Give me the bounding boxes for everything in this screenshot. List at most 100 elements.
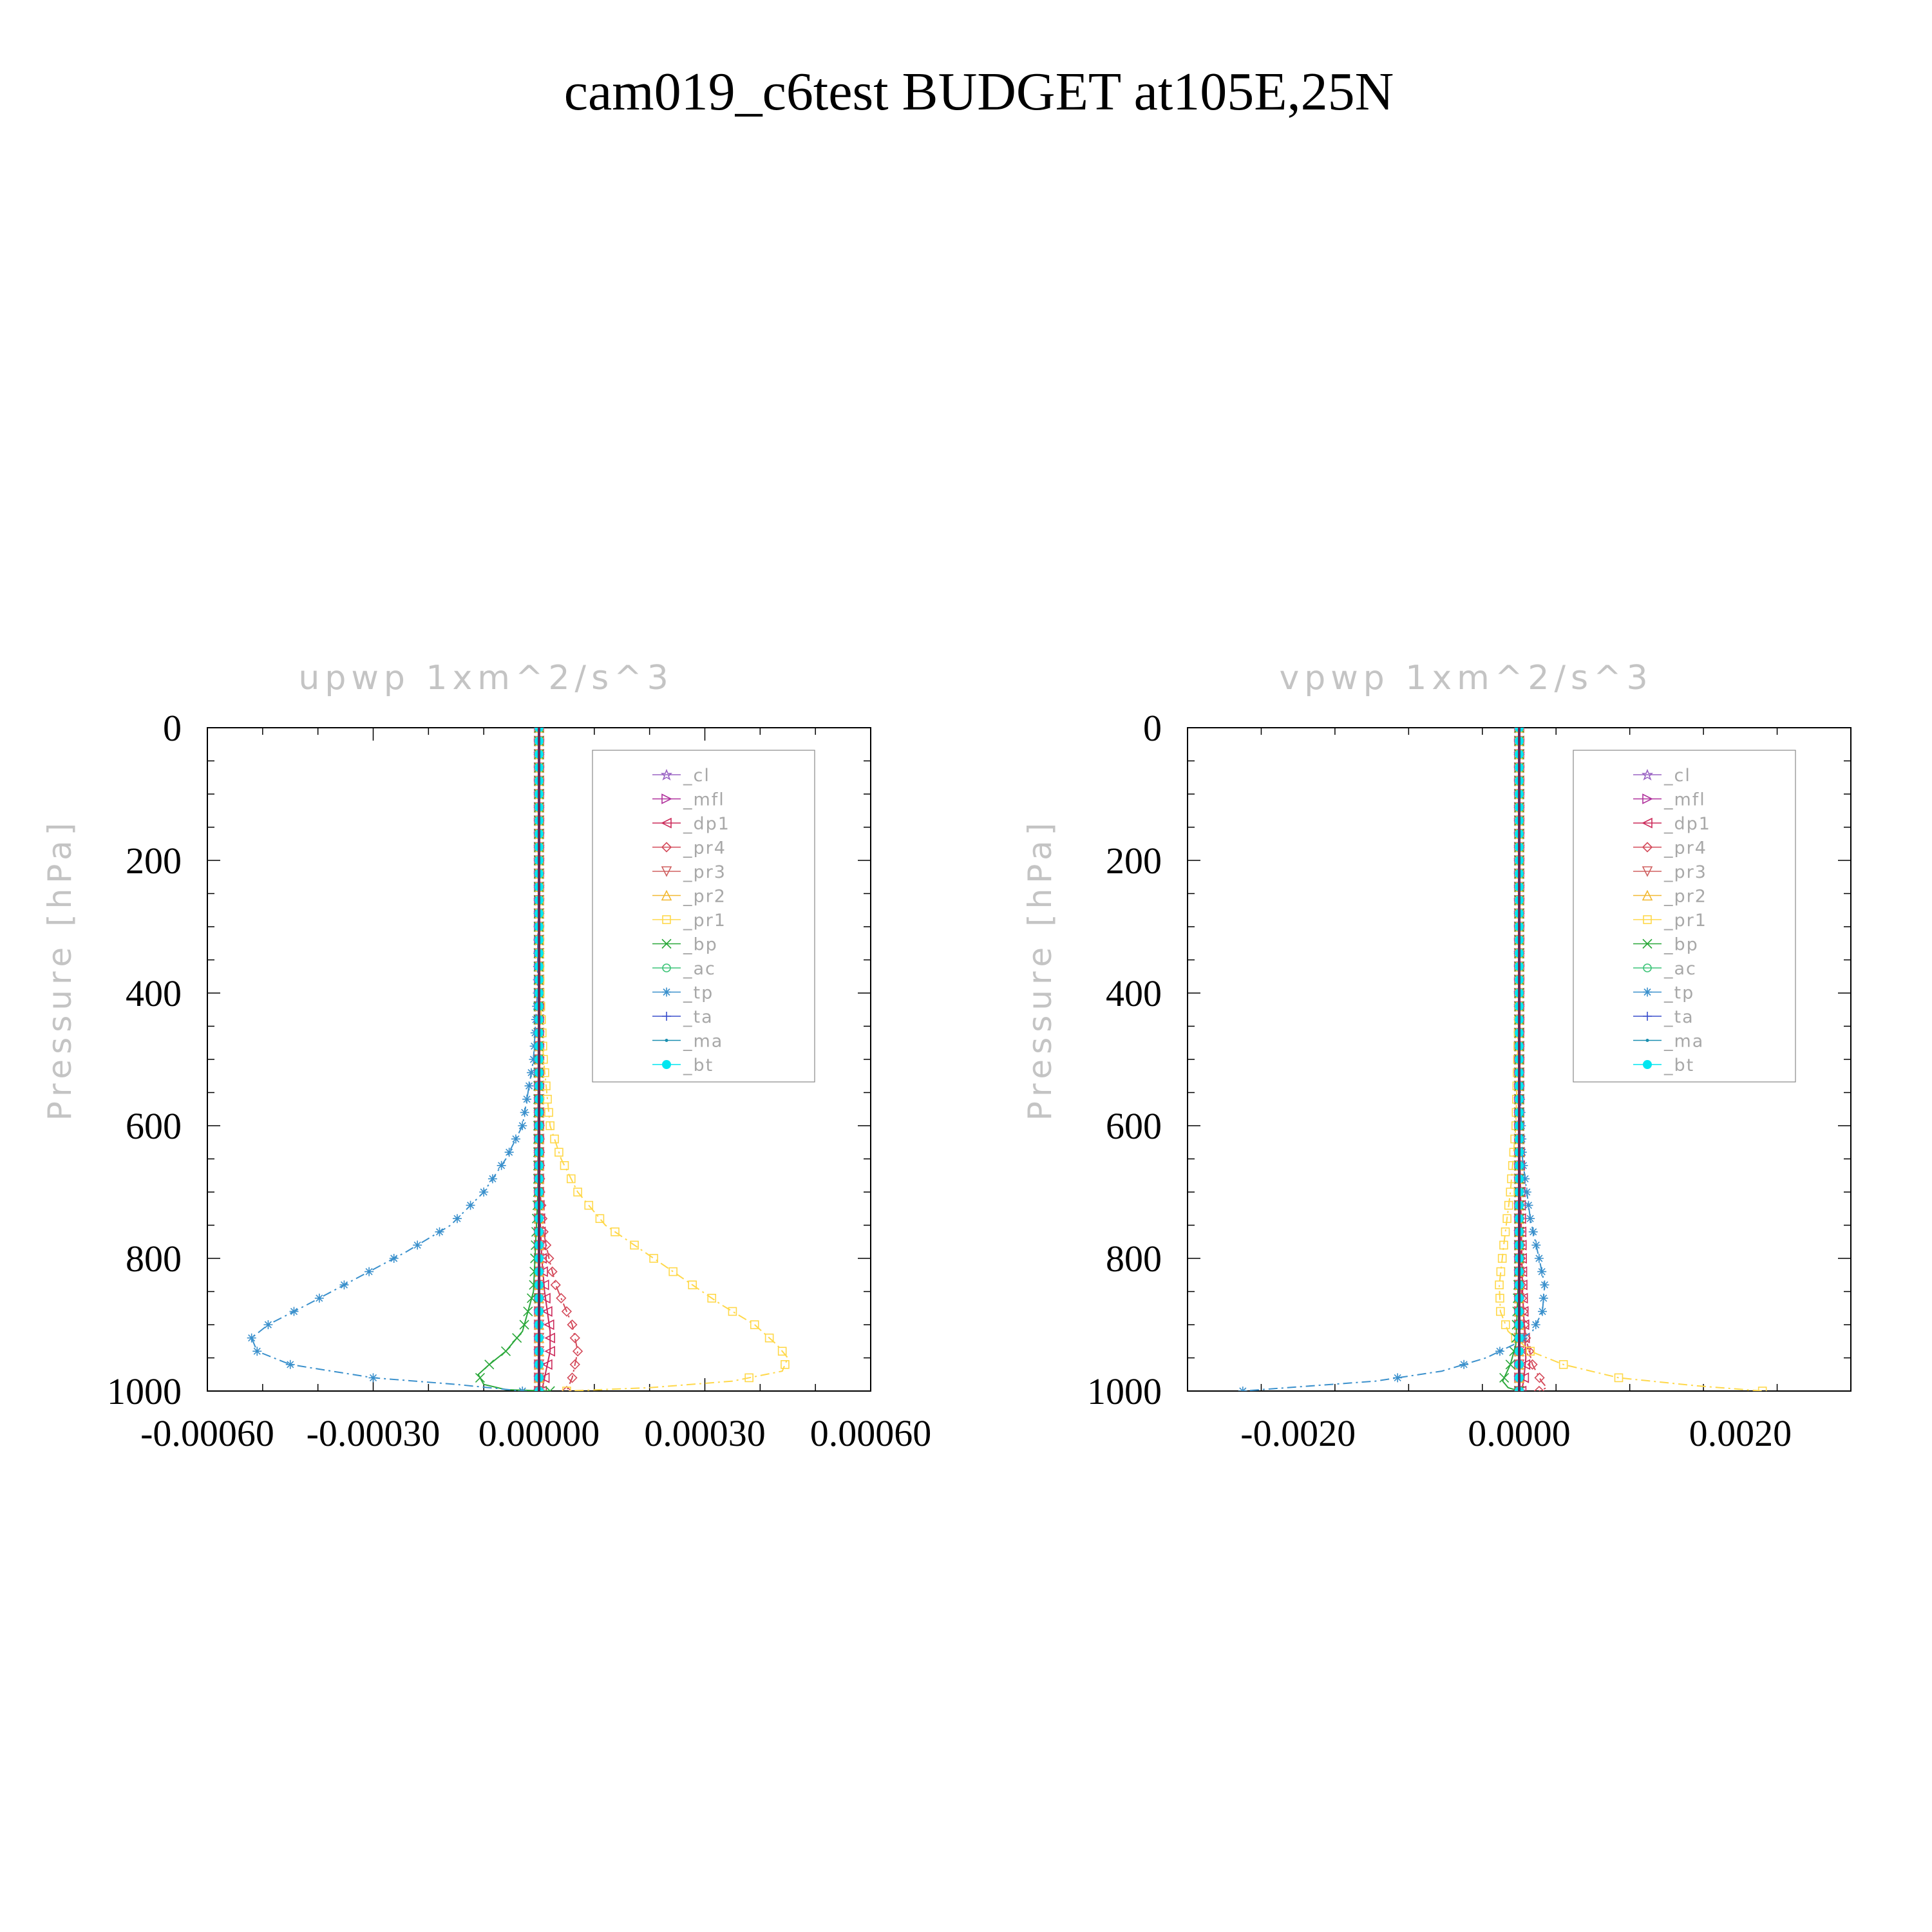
legend-marker-tp: [1643, 987, 1652, 997]
data-point-bp: [1505, 1359, 1515, 1370]
data-point-dp1: [542, 1359, 553, 1370]
data-point-pr1: [764, 1333, 774, 1343]
panel-title: upwp 1xm^2/s^3: [298, 659, 673, 697]
data-point-pr1: [750, 1320, 759, 1329]
data-point-tp: [435, 1227, 444, 1236]
data-point-dp1: [540, 1293, 551, 1304]
legend-marker-ta: [1643, 1012, 1652, 1021]
legend-label: _ma: [683, 1032, 723, 1052]
data-point-tp: [504, 1148, 514, 1157]
legend-label: _pr1: [1663, 911, 1707, 931]
legend-label: _bt: [1663, 1056, 1694, 1075]
legend-marker-mfl: [1642, 793, 1653, 804]
legend-marker-pr3: [1642, 866, 1653, 877]
data-point-pr1: [1495, 1294, 1504, 1303]
legend-marker-ma: [665, 1039, 668, 1042]
data-point-pr4: [567, 1319, 578, 1331]
legend-label: _bp: [683, 935, 718, 955]
data-point-dp1: [1519, 1359, 1531, 1370]
legend-label: _cl: [1663, 766, 1691, 786]
data-point-bp: [545, 1386, 555, 1391]
data-point-dp1: [538, 1372, 550, 1383]
data-point-bp: [523, 1306, 533, 1316]
data-point-dp1: [538, 1279, 549, 1291]
data-point-tp: [522, 1094, 532, 1104]
y-tick-label: 600: [126, 1105, 182, 1147]
legend-label: _pr4: [1663, 838, 1707, 858]
x-tick-label: -0.00060: [140, 1412, 274, 1454]
data-point-tp: [1534, 1254, 1544, 1263]
legend-marker-ac: [1643, 963, 1652, 972]
y-tick-label: 200: [1106, 840, 1162, 882]
legend-marker-bp: [661, 938, 672, 949]
data-point-pr1: [584, 1200, 594, 1210]
legend-label: _pr3: [1663, 862, 1707, 882]
legend-marker-ma: [1645, 1039, 1649, 1042]
data-point-pr4: [567, 1372, 578, 1383]
y-tick-label: 0: [163, 707, 182, 749]
data-point-tp: [520, 1108, 529, 1117]
legend-marker-ac: [662, 963, 671, 972]
legend-label: _pr2: [683, 887, 726, 907]
data-point-pr1: [744, 1373, 753, 1383]
data-point-tp: [368, 1373, 378, 1383]
legend-marker-pr3: [661, 866, 672, 877]
data-point-tp: [452, 1214, 462, 1224]
legend-marker-pr4: [1642, 842, 1653, 853]
data-point-pr1: [728, 1307, 737, 1316]
data-point-tp: [479, 1188, 489, 1197]
data-point-pr1: [630, 1240, 639, 1250]
y-tick-label: 400: [1106, 972, 1162, 1014]
legend-label: _bt: [683, 1056, 714, 1075]
y-tick-label: 600: [1106, 1105, 1162, 1147]
data-point-dp1: [1518, 1372, 1530, 1383]
data-point-pr4: [1534, 1372, 1545, 1383]
y-tick-label: 1000: [107, 1370, 182, 1412]
data-point-tp: [466, 1200, 475, 1210]
figure-title: cam019_c6test BUDGET at105E,25N: [564, 62, 1394, 122]
data-point-pr1: [707, 1294, 717, 1303]
data-point-tp: [1522, 1188, 1531, 1197]
legend-label: _ac: [1663, 959, 1697, 979]
data-point-tp: [339, 1280, 349, 1290]
legend-marker-tp: [662, 987, 671, 997]
y-axis-label: Pressure [hPa]: [41, 818, 79, 1121]
data-point-pr1: [1495, 1280, 1504, 1289]
data-point-tp: [1538, 1307, 1548, 1316]
legend-label: _ma: [1663, 1032, 1704, 1052]
legend-marker-ta: [662, 1012, 671, 1021]
data-point-tp: [1520, 1174, 1530, 1184]
data-point-tp: [526, 1068, 536, 1077]
legend-label: _pr3: [683, 862, 726, 882]
data-point-pr1: [566, 1174, 576, 1184]
legend-label: _mfl: [1663, 790, 1706, 810]
data-point-pr4: [572, 1346, 583, 1357]
chart-panel-1: upwp 1xm^2/s^3 Pressure [hPa] 0 200 400 600 80…: [41, 659, 931, 1454]
data-point-bp: [475, 1372, 486, 1383]
data-point-pr4: [561, 1306, 573, 1317]
data-point-pr1: [545, 1121, 554, 1130]
data-point-pr1: [1499, 1240, 1508, 1250]
data-point-tp: [1526, 1214, 1535, 1224]
y-tick-label: 200: [126, 840, 182, 882]
data-point-tp: [252, 1347, 262, 1356]
data-point-tp: [497, 1160, 506, 1170]
data-point-tp: [529, 1055, 538, 1064]
data-point-tp: [1528, 1227, 1538, 1236]
data-point-pr1: [560, 1161, 569, 1170]
series-line-bp: [477, 728, 551, 1391]
y-tick-label: 400: [126, 972, 182, 1014]
series-line-pr1: [1499, 992, 1763, 1391]
legend-marker-mfl: [661, 793, 672, 804]
data-point-tp: [1540, 1280, 1549, 1290]
data-point-pr1: [544, 1108, 553, 1117]
legend-label: _tp: [1663, 983, 1694, 1003]
legend-label: _mfl: [683, 790, 725, 810]
legend-marker-cl: [1642, 768, 1653, 781]
x-tick-label: 0.00000: [478, 1412, 600, 1454]
data-point-tp: [1531, 1240, 1541, 1250]
data-point-pr1: [1502, 1214, 1511, 1223]
data-point-pr4: [1527, 1359, 1538, 1370]
data-point-tp: [529, 1041, 539, 1051]
data-point-tp: [365, 1267, 374, 1276]
